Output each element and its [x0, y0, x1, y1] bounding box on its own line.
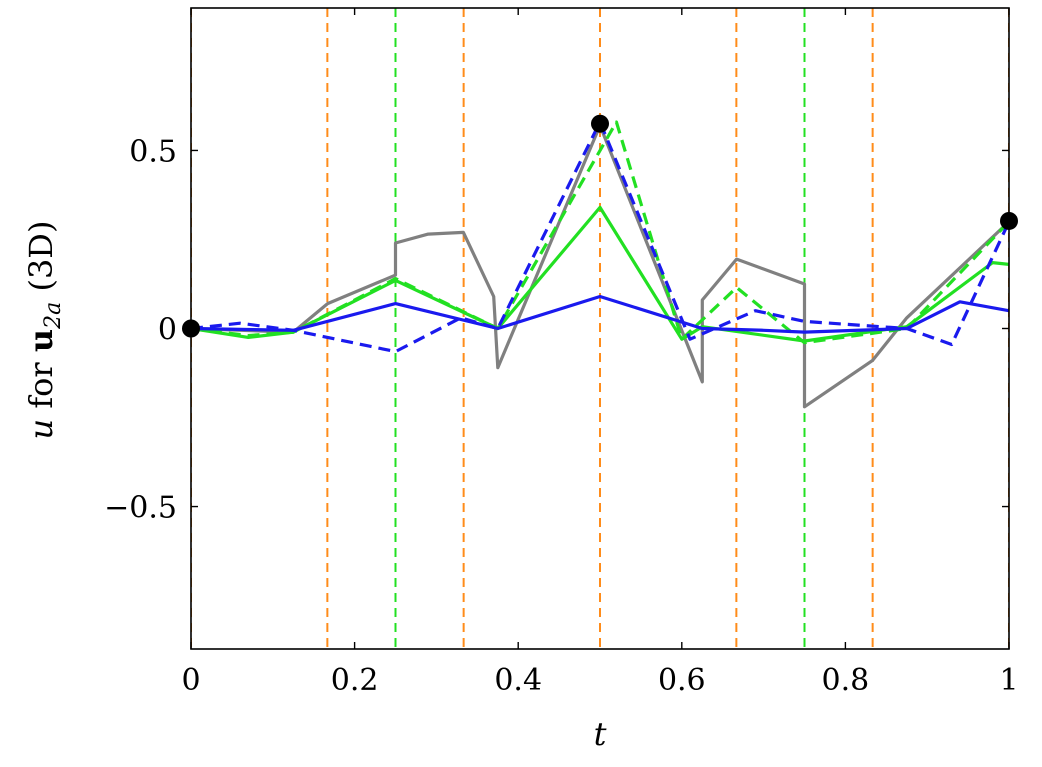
series-line-2: [191, 120, 1009, 345]
x-tick-label-5: 1: [999, 663, 1018, 698]
data-marker-2: [1000, 211, 1018, 230]
x-tick-label-1: 0.2: [331, 663, 379, 698]
x-tick-label-0: 0: [181, 663, 200, 698]
y-tick-label-0: −0.5: [104, 491, 177, 526]
series-line-4: [191, 120, 1009, 354]
data-markers: [182, 114, 1018, 338]
y-tick-label-1: 0: [158, 313, 177, 348]
y-axis-title: u for u2a (3D): [22, 221, 66, 440]
series-lines: [191, 120, 1009, 409]
x-axis-title: t: [594, 715, 607, 753]
axis-ticks: 0 0.2 0.4 0.6 0.8 1 −0.5 0 0.5: [104, 8, 1019, 698]
data-marker-1: [591, 114, 609, 133]
series-line-3: [191, 294, 1009, 334]
x-tick-label-2: 0.4: [494, 663, 542, 698]
series-line-1: [191, 205, 1009, 343]
data-marker-0: [182, 319, 200, 338]
y-tick-label-2: 0.5: [129, 134, 177, 169]
x-tick-label-4: 0.8: [822, 663, 870, 698]
x-tick-label-3: 0.6: [658, 663, 706, 698]
series-line-0: [191, 123, 1009, 409]
